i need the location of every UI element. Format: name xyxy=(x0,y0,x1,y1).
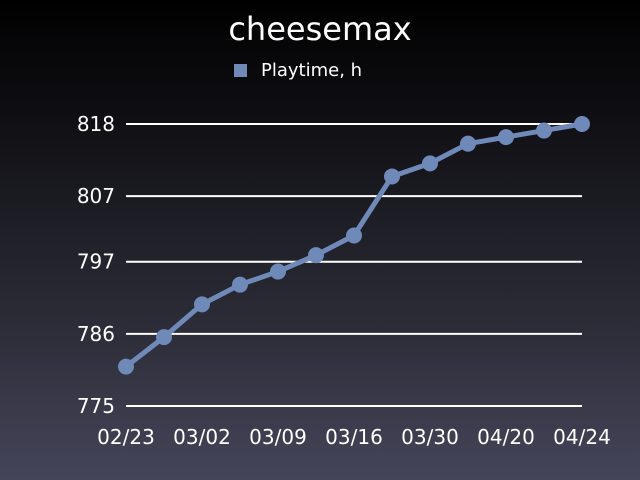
data-point-0 xyxy=(118,358,134,375)
series-layer xyxy=(118,116,590,375)
y-axis-tick-labels: 775 786 797 807 818 xyxy=(77,112,115,418)
legend-swatch xyxy=(234,64,247,77)
data-point-7 xyxy=(384,168,400,185)
x-tick-label: 03/16 xyxy=(325,425,383,449)
data-point-4 xyxy=(270,263,286,280)
x-tick-label: 04/24 xyxy=(553,425,611,449)
data-point-11 xyxy=(536,122,552,139)
data-point-8 xyxy=(422,155,438,172)
x-tick-label: 03/09 xyxy=(249,425,307,449)
data-point-3 xyxy=(232,276,248,293)
data-point-12 xyxy=(574,116,590,132)
gridlines xyxy=(126,123,582,407)
x-tick-label: 04/20 xyxy=(477,425,535,449)
y-tick-label: 818 xyxy=(77,112,115,136)
x-tick-label: 03/30 xyxy=(401,425,459,449)
series-line xyxy=(124,121,583,369)
legend-label: Playtime, h xyxy=(261,60,363,81)
data-point-6 xyxy=(346,227,362,244)
y-tick-label: 807 xyxy=(77,184,115,208)
x-axis-tick-labels: 02/23 03/02 03/09 03/16 03/30 04/20 04/24 xyxy=(97,425,611,449)
chart-title: cheesemax xyxy=(228,10,412,48)
data-point-1 xyxy=(156,329,172,346)
x-tick-label: 03/02 xyxy=(173,425,231,449)
y-tick-label: 786 xyxy=(77,322,115,346)
y-tick-label: 797 xyxy=(77,250,115,274)
legend: Playtime, h xyxy=(234,60,362,81)
data-point-10 xyxy=(498,129,514,146)
x-tick-label: 02/23 xyxy=(97,425,155,449)
data-point-5 xyxy=(308,247,324,264)
y-tick-label: 775 xyxy=(77,394,115,418)
data-point-2 xyxy=(194,296,210,313)
data-point-9 xyxy=(460,135,476,152)
